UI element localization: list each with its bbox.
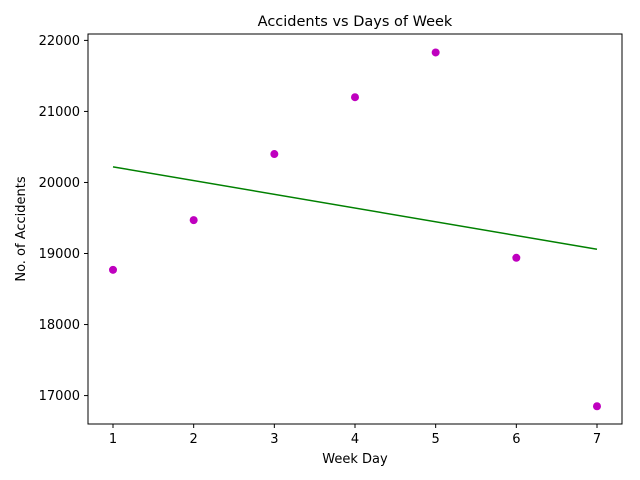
x-tick-label: 1 — [109, 432, 117, 447]
x-axis-label: Week Day — [322, 452, 388, 467]
x-tick-label: 6 — [512, 432, 520, 447]
x-tick-label: 5 — [432, 432, 440, 447]
data-point — [592, 402, 601, 411]
trend-line — [112, 166, 598, 250]
y-axis-label: No. of Accidents — [14, 176, 29, 282]
data-point — [431, 48, 440, 57]
y-tick-label: 19000 — [39, 247, 80, 262]
y-tick-label: 18000 — [39, 318, 80, 333]
data-point — [189, 216, 198, 225]
x-tick-label: 7 — [593, 432, 601, 447]
chart-title: Accidents vs Days of Week — [258, 14, 453, 30]
x-axis-ticks: 1 2 3 4 5 6 7 — [109, 424, 601, 447]
data-point — [351, 93, 359, 102]
data-point — [512, 253, 521, 262]
y-tick-label: 22000 — [39, 34, 80, 49]
y-tick-label: 20000 — [39, 176, 80, 191]
data-point — [109, 265, 118, 274]
y-axis-ticks: 17000 18000 19000 20000 21000 22000 — [39, 34, 88, 404]
x-tick-label: 3 — [270, 432, 278, 447]
y-tick-label: 17000 — [39, 389, 80, 404]
data-point — [270, 150, 279, 159]
x-tick-label: 2 — [190, 432, 198, 447]
x-tick-label: 4 — [351, 432, 359, 447]
y-tick-label: 21000 — [39, 105, 80, 120]
plot-area — [109, 48, 601, 411]
